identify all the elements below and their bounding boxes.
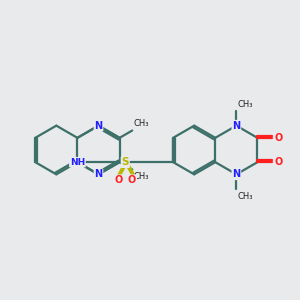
Text: CH₃: CH₃ [238,192,253,201]
Text: N: N [232,169,240,179]
Text: NH: NH [70,158,85,167]
Text: O: O [128,175,136,185]
Text: N: N [232,121,240,131]
Text: CH₃: CH₃ [238,100,253,109]
Text: O: O [275,133,283,143]
Text: S: S [122,157,129,167]
Text: CH₃: CH₃ [134,172,149,182]
Text: O: O [275,157,283,167]
Text: O: O [114,175,123,185]
Text: CH₃: CH₃ [134,118,149,127]
Text: N: N [94,121,103,131]
Text: N: N [94,169,103,179]
